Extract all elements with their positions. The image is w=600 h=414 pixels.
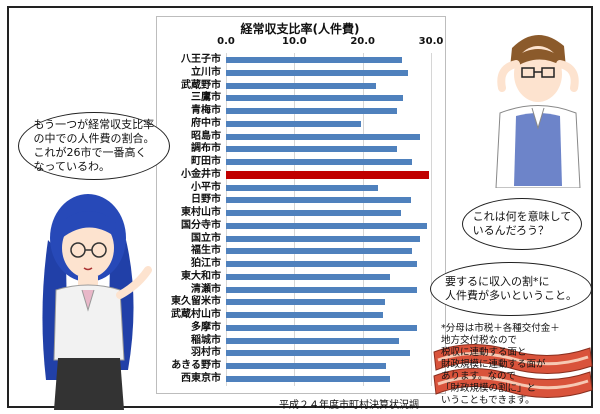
bacon-illustration (433, 343, 593, 398)
category-label: 狛江市 (191, 258, 221, 269)
grid-line (431, 53, 432, 386)
bubble-right-top-line: これは何を意味して (472, 210, 572, 223)
bar (226, 375, 390, 382)
category-label: 調布市 (191, 143, 221, 155)
footnote-line: あります。なので (441, 371, 517, 382)
bar (226, 82, 377, 89)
bar (226, 222, 427, 229)
chart-frame (156, 16, 446, 394)
footnote-line: 財政規模に連動する面が (441, 359, 546, 370)
x-tick-label: 20.0 (350, 36, 375, 47)
bar (226, 350, 410, 357)
speech-bubble-right-top: これは何を意味して いるんだろう？ (462, 198, 582, 250)
bubble-left-line: の中での人件費の割合。 (33, 132, 155, 145)
bar (226, 159, 412, 165)
footnote-line: 地方交付税なので (441, 335, 518, 346)
category-label: 西東京市 (181, 372, 221, 384)
category-label: 武蔵野市 (181, 79, 221, 91)
x-tick-label: 0.0 (217, 36, 235, 47)
bar (226, 120, 361, 127)
bar (226, 261, 418, 267)
bar (226, 108, 397, 114)
bar (226, 57, 403, 63)
category-label: 東大和市 (181, 270, 221, 282)
category-label: 三鷹市 (191, 92, 221, 104)
category-label: 昭島市 (191, 130, 221, 142)
category-label: 国分寺市 (181, 219, 221, 231)
x-tick-label: 30.0 (418, 36, 444, 47)
boy-character-illustration (495, 34, 581, 188)
bar (226, 197, 412, 204)
bubble-right-bottom-line: 要するに収入の割*に (445, 275, 550, 288)
bar (226, 273, 390, 280)
category-label: 小平市 (191, 181, 221, 193)
source-note: 平成２４年度市町村決算状況調 (279, 400, 419, 411)
category-label: 国立市 (191, 232, 221, 244)
bar (226, 337, 399, 344)
category-label: 小金井市 (181, 168, 221, 180)
category-label: 武蔵村山市 (171, 309, 221, 320)
bar (226, 133, 421, 140)
bar (226, 210, 401, 216)
category-label: あきる野市 (171, 360, 221, 371)
bar (226, 324, 417, 331)
grid-line (226, 53, 227, 386)
bar (226, 184, 379, 191)
footnote-line: *分母は市税＋各種交付金＋ (441, 323, 560, 334)
bar (226, 69, 409, 76)
bar (226, 299, 386, 306)
grid-line (294, 53, 296, 386)
bar (226, 363, 386, 369)
grid-line (362, 53, 364, 386)
bubble-left-line: なっているわ。 (33, 160, 110, 173)
bubble-right-top-line: いるんだろう？ (472, 224, 549, 237)
bar (226, 95, 403, 102)
category-label: 多摩市 (191, 321, 221, 333)
category-label: 東村山市 (181, 207, 221, 218)
category-label: 町田市 (191, 156, 221, 167)
footnote-line: 「財政規模の割に」と (441, 383, 537, 394)
bubble-right-bottom-line: 人件費が多いということ。 (445, 289, 577, 302)
category-label: 稲城市 (191, 334, 221, 346)
category-label: 東久留米市 (171, 296, 221, 308)
bar (226, 286, 418, 293)
footnote-line: 税収に連動する面と (441, 347, 527, 358)
speech-bubble-right-bottom: 要するに収入の割*に 人件費が多いということ。 (430, 262, 592, 316)
chart-title: 経常収支比率(人件費) (240, 22, 360, 36)
bar (226, 312, 384, 318)
bar (226, 235, 421, 242)
footnote-line: いうこともできます。 (441, 395, 535, 406)
category-label: 青梅市 (191, 105, 221, 116)
x-tick-label: 10.0 (281, 36, 307, 47)
category-label: 羽村市 (191, 347, 221, 359)
bar (226, 170, 429, 179)
category-label: 八王子市 (181, 54, 221, 65)
bar (226, 146, 397, 153)
category-label: 立川市 (191, 66, 221, 78)
bar (226, 248, 412, 255)
speech-bubble-left: もう一つが経常収支比率 の中での人件費の割合。 これが26市で一番高く なってい… (18, 112, 170, 180)
category-label: 日野市 (191, 194, 221, 206)
category-label: 府中市 (191, 117, 221, 129)
girl-character-illustration (42, 194, 152, 410)
bubble-left-line: もう一つが経常収支比率 (33, 118, 155, 131)
category-label: 福生市 (191, 245, 221, 257)
footnote: *分母は市税＋各種交付金＋ 地方交付税なので 税収に連動する面と 財政規模に連動… (441, 323, 591, 407)
bubble-left-line: これが26市で一番高く (33, 146, 147, 159)
category-label: 清瀬市 (191, 283, 221, 295)
